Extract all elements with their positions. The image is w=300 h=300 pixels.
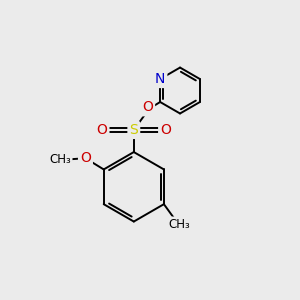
Text: O: O <box>160 123 171 137</box>
Text: O: O <box>142 100 153 114</box>
Text: S: S <box>129 123 138 137</box>
Text: O: O <box>97 123 107 137</box>
Text: N: N <box>155 72 165 86</box>
Text: CH₃: CH₃ <box>168 218 190 231</box>
Text: CH₃: CH₃ <box>49 153 71 166</box>
Text: O: O <box>80 151 91 165</box>
